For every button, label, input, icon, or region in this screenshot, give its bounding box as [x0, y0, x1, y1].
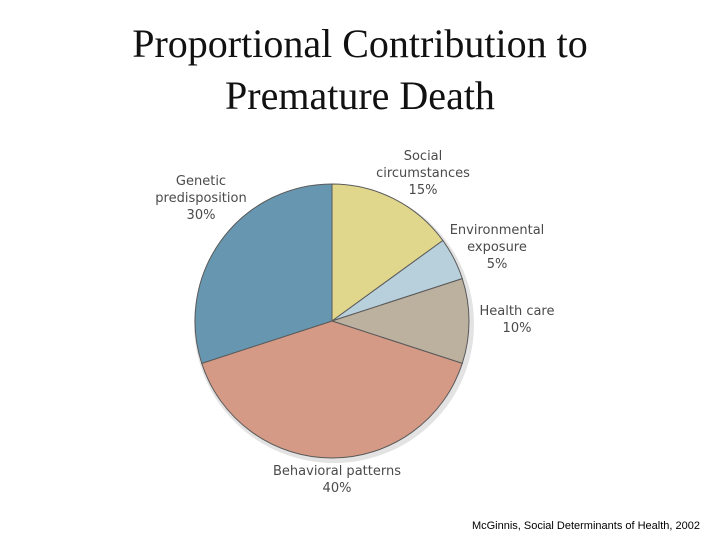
pie-slice-0 [331, 183, 444, 322]
slice-label-4: Genetic predisposition 30% [155, 174, 246, 223]
pie-slice-3 [201, 320, 463, 459]
slice-label-4-line-0: Genetic [176, 174, 226, 189]
slice-label-0: Social circumstances 15% [376, 149, 470, 198]
slice-label-2: Health care 10% [480, 304, 555, 336]
pie-slice-4 [194, 183, 333, 364]
slice-label-3-line-1: 40% [323, 481, 352, 496]
slice-label-4-line-1: predisposition [155, 191, 246, 206]
slice-label-3-line-0: Behavioral patterns [273, 464, 401, 479]
slice-label-3: Behavioral patterns 40% [273, 464, 401, 496]
pie-labels: Social circumstances 15% Environmental expos… [155, 149, 554, 496]
slice-label-1: Environmental exposure 5% [450, 223, 545, 272]
slice-label-0-line-1: circumstances [376, 166, 470, 181]
slice-label-2-line-0: Health care [480, 304, 555, 319]
slice-label-4-line-2: 30% [187, 208, 216, 223]
title-line-2: Premature Death [225, 73, 495, 118]
slide-title: Proportional Contribution to Premature D… [0, 18, 720, 122]
slice-label-1-line-2: 5% [487, 257, 508, 272]
pie-slice-2 [331, 278, 470, 364]
slice-label-2-line-1: 10% [503, 321, 532, 336]
slice-label-1-line-1: exposure [467, 240, 527, 255]
pie-slices [194, 183, 470, 459]
slice-label-0-line-0: Social [404, 149, 443, 164]
slice-label-1-line-0: Environmental [450, 223, 545, 238]
title-line-1: Proportional Contribution to [132, 21, 588, 66]
slice-label-0-line-2: 15% [409, 183, 438, 198]
citation: McGinnis, Social Determinants of Health,… [471, 520, 700, 532]
